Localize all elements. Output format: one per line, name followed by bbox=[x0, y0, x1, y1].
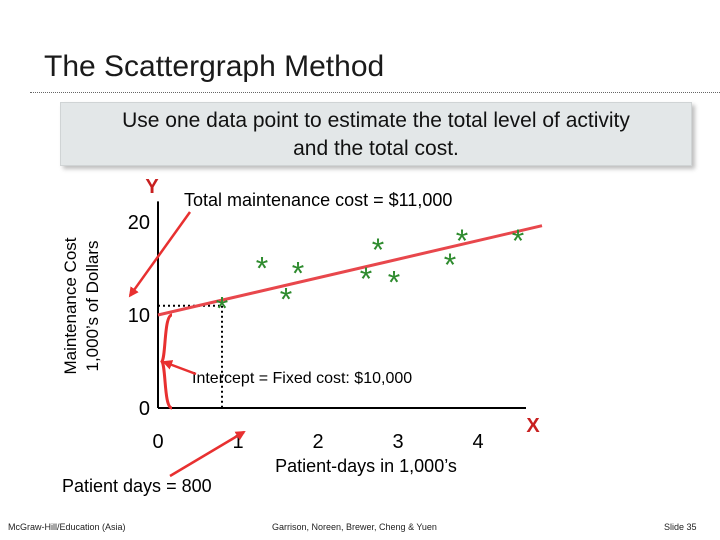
x-axis-letter: X bbox=[526, 415, 540, 437]
x-tick-label-2: 2 bbox=[312, 431, 323, 453]
data-point-1: * bbox=[256, 251, 268, 287]
data-point-9: * bbox=[512, 223, 524, 259]
intercept-arrow bbox=[162, 360, 197, 376]
footer-publisher: McGraw-Hill/Education (Asia) bbox=[8, 522, 126, 532]
patient-days-label: Patient days = 800 bbox=[62, 476, 212, 496]
regression-line bbox=[157, 224, 543, 317]
total-cost-arrow bbox=[128, 211, 192, 298]
data-point-4: * bbox=[360, 261, 372, 297]
total-cost-label: Total maintenance cost = $11,000 bbox=[184, 190, 452, 210]
x-tick-label-1: 1 bbox=[232, 431, 243, 453]
data-point-6: * bbox=[388, 265, 400, 301]
y-tick-label-2: 20 bbox=[128, 212, 150, 234]
data-point-8: * bbox=[456, 223, 468, 259]
data-point-3: * bbox=[292, 255, 304, 291]
intercept-brace bbox=[160, 313, 173, 410]
callout-box: Use one data point to estimate the total… bbox=[60, 102, 692, 166]
y-tick-label-0: 0 bbox=[139, 398, 150, 420]
x-axis-title: Patient-days in 1,000’s bbox=[275, 456, 457, 476]
callout-line-1: Use one data point to estimate the total… bbox=[122, 109, 630, 132]
x-tick-label-4: 4 bbox=[472, 431, 483, 453]
data-point-2: * bbox=[280, 281, 292, 317]
patient-days-arrow bbox=[169, 430, 246, 478]
intercept-label: Intercept = Fixed cost: $10,000 bbox=[192, 370, 412, 387]
title-divider bbox=[30, 92, 720, 94]
footer-authors: Garrison, Noreen, Brewer, Cheng & Yuen bbox=[272, 522, 437, 532]
slide-title: The Scattergraph Method bbox=[44, 50, 385, 83]
y-tick-label-1: 10 bbox=[128, 305, 150, 327]
data-point-5: * bbox=[372, 232, 384, 268]
footer-slide-number: Slide 35 bbox=[664, 522, 697, 532]
y-axis-title-line-1: Maintenance Cost bbox=[61, 237, 80, 374]
callout-line-2: and the total cost. bbox=[293, 137, 459, 160]
x-tick-label-3: 3 bbox=[392, 431, 403, 453]
data-point-7: * bbox=[444, 247, 456, 283]
data-point-0: * bbox=[216, 291, 228, 327]
x-tick-label-0: 0 bbox=[152, 431, 163, 453]
y-axis-letter: Y bbox=[145, 176, 159, 198]
y-axis-title-line-2: 1,000’s of Dollars bbox=[83, 240, 102, 371]
